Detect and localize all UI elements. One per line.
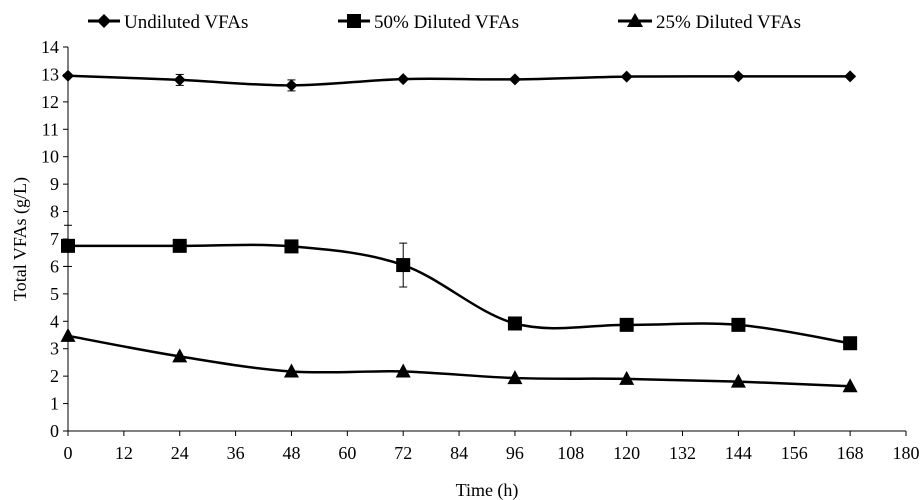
x-tick-label: 48 bbox=[282, 443, 300, 463]
y-tick-label: 11 bbox=[42, 119, 59, 139]
data-point-square bbox=[843, 336, 858, 351]
data-point-diamond bbox=[844, 70, 857, 83]
y-tick-label: 9 bbox=[50, 174, 59, 194]
series-square bbox=[61, 224, 858, 351]
data-point-square bbox=[61, 238, 75, 253]
y-tick-label: 1 bbox=[50, 394, 59, 414]
series-line bbox=[67, 74, 851, 87]
x-tick-label: 12 bbox=[115, 443, 133, 463]
y-tick-label: 14 bbox=[41, 37, 59, 57]
y-tick-label: 10 bbox=[41, 147, 59, 167]
legend-item-50-diluted: 50% Diluted VFAs bbox=[338, 12, 519, 33]
data-point-square bbox=[731, 317, 746, 332]
y-tick-label: 6 bbox=[50, 256, 59, 276]
x-tick-label: 168 bbox=[837, 443, 864, 463]
x-tick-label: 180 bbox=[893, 443, 920, 463]
data-point-triangle bbox=[60, 327, 76, 342]
data-point-square bbox=[619, 317, 634, 332]
y-tick-label: 2 bbox=[50, 366, 59, 386]
x-tick-label: 36 bbox=[227, 443, 245, 463]
x-tick-label: 120 bbox=[613, 443, 640, 463]
series-diamond bbox=[62, 69, 857, 92]
x-tick-label: 144 bbox=[725, 443, 752, 463]
series-line bbox=[67, 243, 851, 345]
data-point-square bbox=[396, 258, 411, 273]
x-tick-label: 132 bbox=[669, 443, 696, 463]
y-tick-label: 3 bbox=[50, 339, 59, 359]
data-point-triangle bbox=[395, 363, 411, 378]
data-point-diamond bbox=[732, 70, 745, 83]
data-point-triangle bbox=[172, 348, 188, 363]
legend-label-50-diluted: 50% Diluted VFAs bbox=[374, 12, 519, 33]
data-point-triangle bbox=[283, 363, 299, 378]
data-point-diamond bbox=[62, 69, 74, 82]
x-tick-label: 24 bbox=[171, 443, 189, 463]
data-point-triangle bbox=[730, 373, 746, 388]
legend: Undiluted VFAs 50% Diluted VFAs 25% Dilu… bbox=[88, 12, 801, 33]
data-point-diamond bbox=[397, 73, 410, 86]
series-line bbox=[67, 334, 851, 388]
data-point-square bbox=[507, 316, 522, 331]
data-point-diamond bbox=[508, 73, 521, 86]
legend-label-25-diluted: 25% Diluted VFAs bbox=[656, 12, 801, 33]
data-point-triangle bbox=[507, 370, 523, 385]
data-point-square bbox=[284, 239, 299, 254]
x-tick-label: 84 bbox=[450, 443, 468, 463]
y-tick-label: 4 bbox=[50, 311, 59, 331]
data-point-diamond bbox=[285, 79, 298, 92]
x-tick-label: 60 bbox=[338, 443, 356, 463]
data-point-diamond bbox=[620, 70, 633, 83]
x-axis-title: Time (h) bbox=[456, 480, 519, 500]
y-tick-label: 8 bbox=[50, 202, 59, 222]
y-tick-label: 5 bbox=[50, 284, 59, 304]
y-tick-label: 13 bbox=[41, 64, 59, 84]
y-tick-label: 12 bbox=[41, 92, 59, 112]
legend-item-25-diluted: 25% Diluted VFAs bbox=[618, 12, 801, 33]
x-tick-label: 156 bbox=[781, 443, 808, 463]
legend-item-undiluted: Undiluted VFAs bbox=[88, 12, 248, 33]
y-tick-label: 0 bbox=[50, 421, 59, 441]
plot-area bbox=[60, 69, 858, 393]
legend-label-undiluted: Undiluted VFAs bbox=[124, 12, 248, 33]
x-tick-label: 0 bbox=[64, 443, 73, 463]
y-axis-title: Total VFAs (g/L) bbox=[10, 177, 31, 301]
data-point-triangle bbox=[842, 378, 858, 393]
data-point-triangle bbox=[619, 370, 635, 385]
y-tick-label: 7 bbox=[50, 229, 59, 249]
series-triangle bbox=[60, 327, 858, 393]
data-point-diamond bbox=[173, 73, 186, 86]
x-tick-label: 96 bbox=[506, 443, 524, 463]
x-tick-label: 72 bbox=[394, 443, 412, 463]
x-tick-label: 108 bbox=[557, 443, 584, 463]
data-point-square bbox=[172, 238, 187, 253]
